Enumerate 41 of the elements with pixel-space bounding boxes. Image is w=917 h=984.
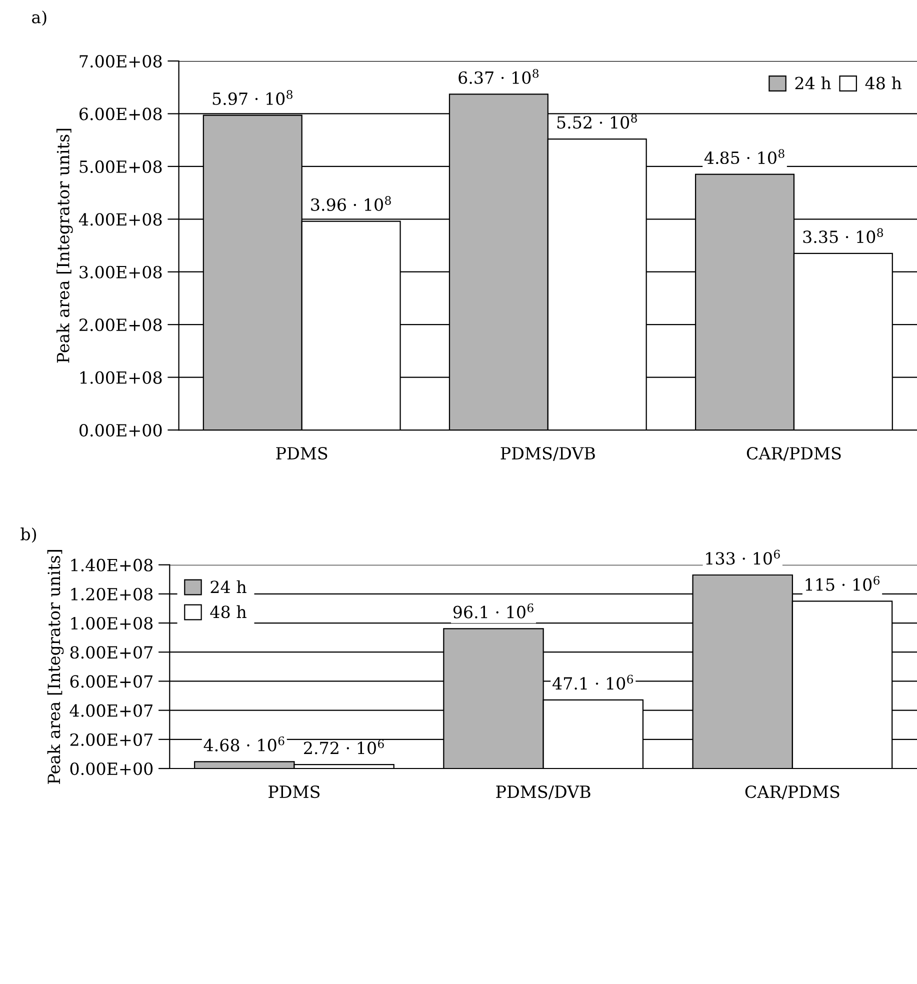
y-tick-label: 1.20E+08 bbox=[71, 588, 153, 600]
x-tick-label: PDMS/DVB bbox=[500, 446, 595, 461]
y-tick-label: 0.00E+00 bbox=[70, 762, 153, 776]
data-label: 6.37 · 10$^{8}$ bbox=[458, 68, 539, 84]
data-label: 133 · 10$^{6}$ bbox=[706, 550, 780, 565]
y-tick-label: 1.00E+08 bbox=[71, 616, 153, 630]
y-tick-label: 7.00E+08 bbox=[80, 54, 162, 68]
y-tick-label: 3.00E+08 bbox=[80, 266, 162, 278]
data-label: 115 · 10$^{6}$ bbox=[806, 576, 880, 591]
y-tick-label: 6.00E+08 bbox=[80, 108, 162, 120]
legend-label: 48 h bbox=[865, 76, 902, 90]
data-label: 3.35 · 10$^{8}$ bbox=[803, 228, 884, 244]
data-label: 5.97 · 10$^{8}$ bbox=[212, 90, 292, 106]
y-tick-label: 1.00E+08 bbox=[80, 371, 162, 384]
y-tick-label: 2.00E+08 bbox=[80, 318, 162, 332]
data-label: 4.85 · 10$^{8}$ bbox=[704, 149, 784, 164]
x-tick-label: CAR/PDMS bbox=[745, 785, 840, 800]
data-label: 3.96 · 10$^{8}$ bbox=[311, 196, 391, 211]
y-tick-label: 2.00E+07 bbox=[70, 733, 152, 746]
y-tick-label: 0.00E+00 bbox=[79, 424, 162, 437]
y-tick-label: 1.40E+08 bbox=[71, 558, 153, 572]
y-axis-title: Peak area [Integrator units] bbox=[56, 128, 73, 363]
y-tick-label: 6.00E+07 bbox=[70, 675, 152, 688]
x-tick-label: PDMS bbox=[268, 785, 320, 798]
text: a) bbox=[32, 10, 46, 26]
data-label: 4.68 · 10$^{6}$ bbox=[204, 736, 284, 752]
y-tick-label: 5.00E+08 bbox=[80, 160, 162, 174]
legend-label: 24 h bbox=[795, 76, 831, 90]
data-label: 47.1 · 10$^{6}$ bbox=[552, 674, 634, 690]
y-tick-label: 4.00E+08 bbox=[78, 213, 162, 226]
y-tick-label: 4.00E+07 bbox=[70, 704, 152, 717]
data-label: 5.52 · 10$^{8}$ bbox=[557, 114, 637, 129]
y-axis-title: Peak area [Integrator units] bbox=[47, 550, 64, 784]
y-tick-label: 8.00E+07 bbox=[70, 646, 152, 659]
legend-label: 24 h bbox=[210, 580, 246, 593]
legend-label: 48 h bbox=[210, 605, 246, 618]
x-tick-label: PDMS bbox=[276, 446, 328, 460]
data-label: 96.1 · 10$^{6}$ bbox=[453, 603, 534, 618]
x-tick-label: PDMS/DVB bbox=[496, 785, 590, 800]
x-tick-label: CAR/PDMS bbox=[746, 446, 841, 461]
text: b) bbox=[20, 528, 36, 543]
